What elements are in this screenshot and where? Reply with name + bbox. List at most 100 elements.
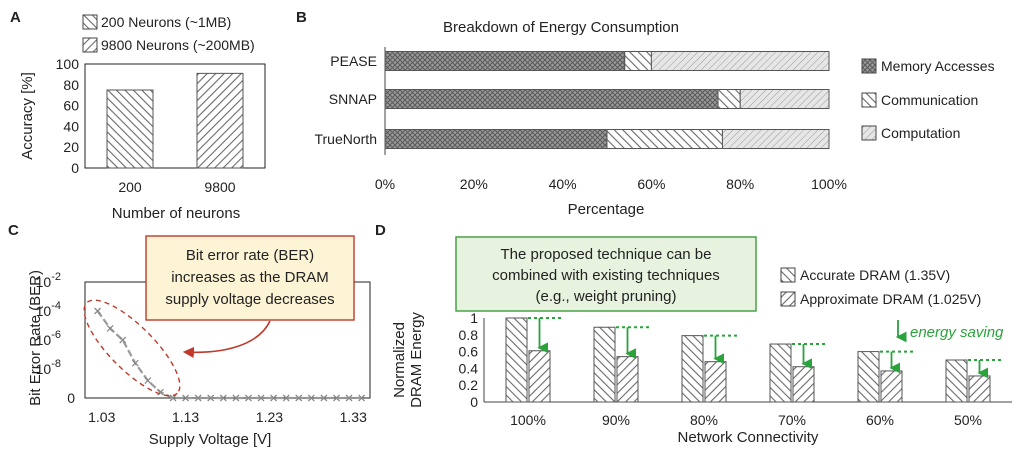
bar-d-approximate-80% xyxy=(704,361,727,403)
x-tick-b: 0% xyxy=(375,176,395,192)
x-tick-d: 100% xyxy=(510,412,546,428)
panel-b: B Breakdown of Energy Consumption PEASE S… xyxy=(296,9,995,218)
y-ticks-c: 10-2 10-4 10-6 10-8 0 xyxy=(36,271,76,406)
x-axis-label-c: Supply Voltage [V] xyxy=(149,431,272,448)
ber-point xyxy=(182,394,190,402)
callout-line-3-d: (e.g., weight pruning) xyxy=(536,288,677,305)
y-tick-d: 0.4 xyxy=(459,360,479,376)
x-ticks-d: 100% 90% 80% 70% 60% 50% xyxy=(510,412,982,428)
x-axis-label-d: Network Connectivity xyxy=(678,429,819,446)
y-tick-c: 10-6 xyxy=(36,329,61,348)
legend-label-memory: Memory Accesses xyxy=(881,58,995,74)
ber-point xyxy=(144,377,152,385)
x-tick-a: 200 xyxy=(118,179,142,195)
ber-point xyxy=(156,388,164,396)
bar-d-approximate-90% xyxy=(616,356,639,403)
bars-d xyxy=(505,317,1002,403)
y-ticks-d: 00.20.40.60.81 xyxy=(459,310,479,410)
x-tick-d: 50% xyxy=(954,412,982,428)
y-tick-d: 0.6 xyxy=(459,344,479,360)
ber-point xyxy=(257,394,265,402)
y-tick-c: 10-2 xyxy=(36,271,61,290)
bar-b-TrueNorth-computation xyxy=(721,129,830,149)
y-tick-d: 1 xyxy=(470,310,478,326)
bar-b-PEASE-computation xyxy=(650,51,830,71)
y-tick-d: 0.2 xyxy=(459,377,479,393)
ber-point xyxy=(94,307,102,315)
x-tick-a: 9800 xyxy=(204,179,235,195)
y-tick-a: 20 xyxy=(63,139,79,155)
energy-saving-label: energy saving xyxy=(910,324,1004,341)
y-tick-a: 0 xyxy=(71,160,79,176)
bar-d-accurate-80% xyxy=(681,335,704,403)
panel-letter-a: A xyxy=(10,9,21,26)
ber-point xyxy=(232,394,240,402)
ber-point xyxy=(106,324,114,332)
bar-b-SNNAP-memory-accesses xyxy=(384,89,719,109)
legend-swatch-computation xyxy=(861,125,877,141)
highlight-ellipse-c xyxy=(83,299,181,397)
ber-series-line xyxy=(96,310,362,400)
y-tick-a: 100 xyxy=(56,56,80,72)
bar-b-SNNAP-computation xyxy=(739,89,830,109)
x-tick-c: 1.13 xyxy=(172,409,199,425)
bar-d-accurate-90% xyxy=(593,326,616,403)
bar-b-TrueNorth-communication xyxy=(606,129,723,149)
y-axis-label-a: Accuracy [%] xyxy=(19,72,36,160)
x-tick-b: 100% xyxy=(811,176,847,192)
x-tick-b: 80% xyxy=(726,176,754,192)
bar-d-accurate-50% xyxy=(945,359,968,403)
x-tick-d: 80% xyxy=(690,412,718,428)
x-tick-b: 20% xyxy=(460,176,488,192)
bar-b-PEASE-memory-accesses xyxy=(384,51,626,71)
bars-a xyxy=(106,72,244,169)
legend-swatch-9800 xyxy=(82,37,98,53)
callout-line-3-c: supply voltage decreases xyxy=(165,291,334,308)
bar-d-accurate-70% xyxy=(769,343,792,403)
y-axis-label-d-2: DRAM Energy xyxy=(408,312,425,408)
bar-d-accurate-100% xyxy=(505,317,528,403)
y-tick-c: 10-4 xyxy=(36,300,61,319)
x-tick-d: 90% xyxy=(602,412,630,428)
y-axis-label-d-1: Normalized xyxy=(391,322,408,398)
ber-point xyxy=(345,394,353,402)
panel-letter-b: B xyxy=(296,9,307,26)
y-category-b: TrueNorth xyxy=(314,131,377,147)
x-tick-c: 1.03 xyxy=(88,409,115,425)
x-tick-d: 60% xyxy=(866,412,894,428)
plot-frame-a xyxy=(84,63,266,169)
ber-point xyxy=(320,394,328,402)
y-tick-d: 0 xyxy=(470,394,478,410)
bar-d-accurate-60% xyxy=(857,351,880,403)
callout-line-2-d: combined with existing techniques xyxy=(492,267,720,284)
x-tick-d: 70% xyxy=(778,412,806,428)
x-axis-label-b: Percentage xyxy=(568,201,645,218)
y-ticks-a: 0 20 40 60 80 100 xyxy=(56,56,80,176)
callout-line-1-d: The proposed technique can be xyxy=(501,246,712,263)
x-ticks-b: 0% 20% 40% 60% 80% 100% xyxy=(375,176,847,192)
y-tick-a: 80 xyxy=(63,77,79,93)
legend-swatch-accurate xyxy=(780,267,796,283)
bar-d-approximate-70% xyxy=(792,366,815,403)
y-category-b: SNNAP xyxy=(329,91,377,107)
bar-b-TrueNorth-memory-accesses xyxy=(384,129,608,149)
legend-label-computation: Computation xyxy=(881,125,960,141)
legend-label-communication: Communication xyxy=(881,92,978,108)
bar-d-approximate-50% xyxy=(968,375,991,403)
legend-swatch-200 xyxy=(82,14,98,30)
bar-b-PEASE-communication xyxy=(624,51,652,71)
y-category-b: PEASE xyxy=(330,53,377,69)
y-tick-c-zero: 0 xyxy=(67,390,75,406)
bar-a-9800 xyxy=(196,72,244,169)
x-tick-c: 1.23 xyxy=(256,409,283,425)
ber-point xyxy=(131,359,139,367)
bars-b xyxy=(384,51,830,149)
ber-point xyxy=(244,394,252,402)
panel-d: D Normalized DRAM Energy 00.20.40.60.81 … xyxy=(375,222,1012,446)
panel-a: A 200 Neurons (~1MB) 9800 Neurons (~200M… xyxy=(10,9,266,222)
x-tick-b: 60% xyxy=(637,176,665,192)
callout-box-c xyxy=(145,235,355,321)
y-tick-c: 10-8 xyxy=(36,358,61,377)
x-tick-b: 40% xyxy=(549,176,577,192)
